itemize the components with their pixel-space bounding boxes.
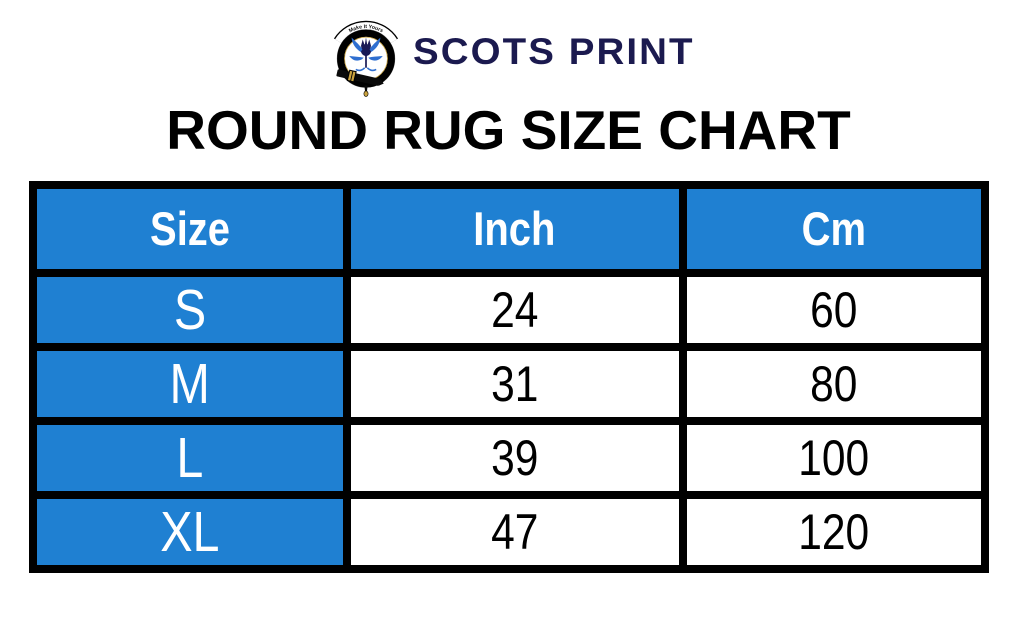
column-header-cm: Cm: [678, 180, 989, 277]
page-title: ROUND RUG SIZE CHART: [166, 99, 851, 161]
brand-header: Make It Yours: [0, 0, 1017, 97]
table-row-l: L 39 100: [28, 416, 989, 499]
brand-name: SCOTS PRINT: [413, 31, 695, 72]
size-cell: XL: [28, 490, 351, 573]
cm-cell: 100: [678, 416, 989, 499]
header-row: Size Inch Cm: [28, 180, 989, 277]
thistle-icon: [349, 37, 383, 72]
table-row-s: S 24 60: [28, 268, 989, 351]
size-chart-table: Size Inch Cm S 24 60 M 31 80 L 39 100: [28, 180, 989, 573]
column-header-inch: Inch: [342, 180, 687, 277]
inch-cell: 31: [342, 342, 687, 425]
table-row-xl: XL 47 120: [28, 490, 989, 573]
inch-cell: 47: [342, 490, 687, 573]
size-cell: L: [28, 416, 351, 499]
inch-cell: 24: [342, 268, 687, 351]
column-header-size: Size: [28, 180, 351, 277]
cm-cell: 80: [678, 342, 989, 425]
cm-cell: 60: [678, 268, 989, 351]
table-row-m: M 31 80: [28, 342, 989, 425]
cm-cell: 120: [678, 490, 989, 573]
brand-motto: Make It Yours: [348, 24, 384, 34]
size-cell: M: [28, 342, 351, 425]
buckle-strap-icon: [336, 69, 384, 86]
size-cell: S: [28, 268, 351, 351]
thistle-crest-icon: Make It Yours: [334, 20, 399, 97]
inch-cell: 39: [342, 416, 687, 499]
svg-text:Make It Yours: Make It Yours: [348, 24, 384, 34]
